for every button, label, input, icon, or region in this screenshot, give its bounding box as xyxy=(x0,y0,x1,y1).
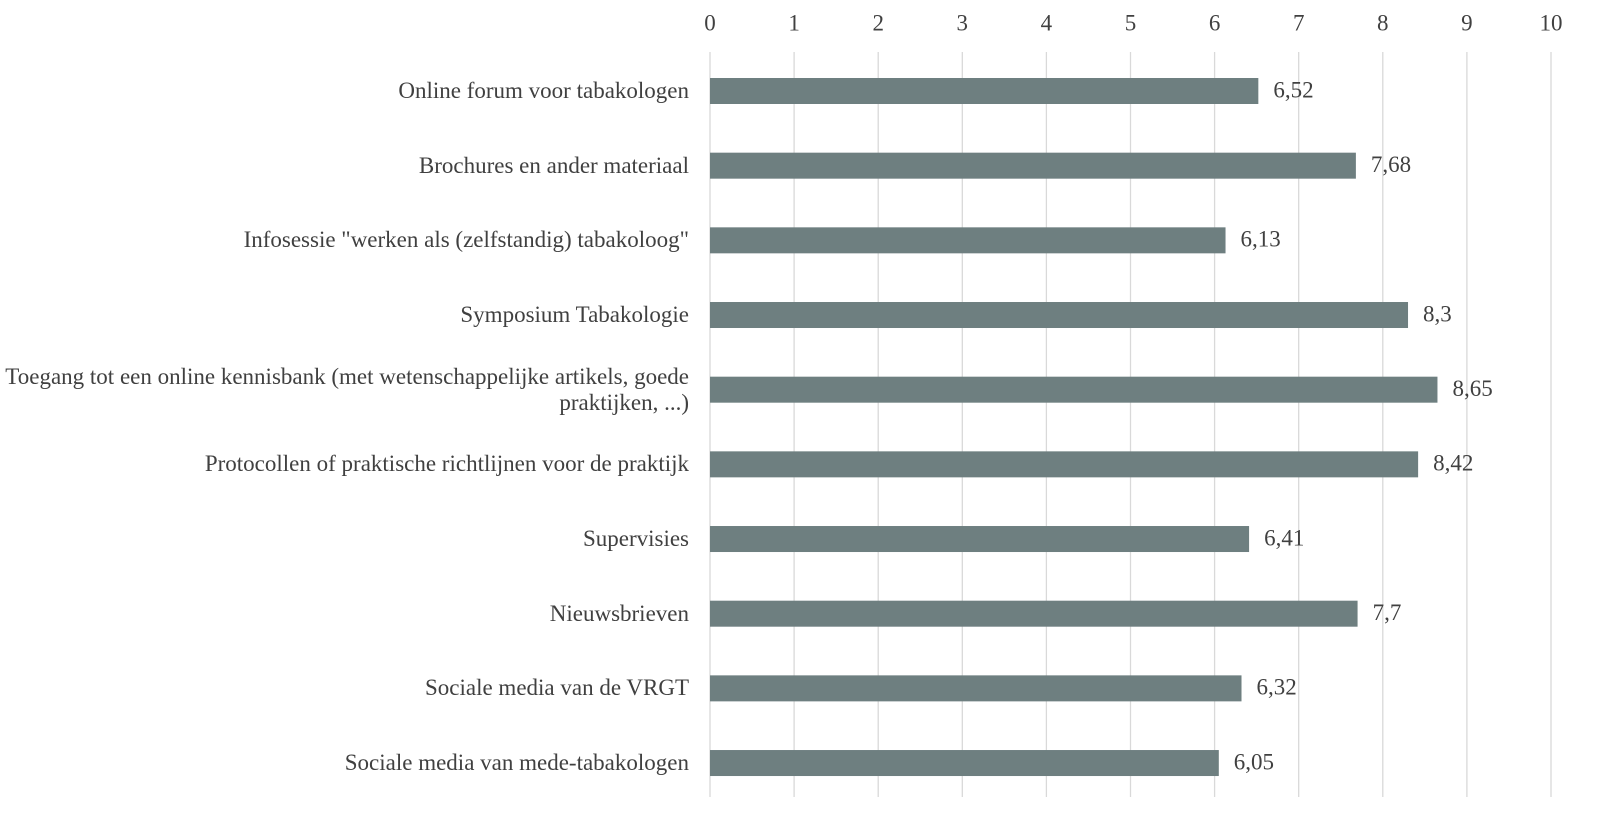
category-label: Nieuwsbrieven xyxy=(549,600,689,626)
bar xyxy=(710,600,1358,627)
data-label: 6,32 xyxy=(1257,675,1297,700)
category-label: Toegang tot een online kennisbank (met w… xyxy=(5,363,689,415)
category-label: Protocollen of praktische richtlijnen vo… xyxy=(204,451,689,477)
data-label: 7,7 xyxy=(1373,600,1402,625)
x-tick-label: 1 xyxy=(788,10,800,35)
data-label: 8,3 xyxy=(1423,301,1452,326)
category-label: Brochures en ander materiaal xyxy=(418,152,689,178)
bar xyxy=(710,376,1438,403)
x-tick-label: 4 xyxy=(1041,10,1053,35)
x-tick-label: 9 xyxy=(1461,10,1473,35)
x-tick-label: 2 xyxy=(872,10,884,35)
bar xyxy=(710,227,1226,254)
data-label: 6,05 xyxy=(1234,749,1274,774)
data-label: 7,68 xyxy=(1371,152,1411,177)
category-label: Sociale media van mede-tabakologen xyxy=(344,750,689,776)
category-label: Online forum voor tabakologen xyxy=(398,78,689,103)
x-tick-label: 10 xyxy=(1540,10,1563,35)
bar xyxy=(710,152,1356,179)
bar xyxy=(710,526,1250,553)
data-label: 6,41 xyxy=(1264,525,1304,550)
category-label: Supervisies xyxy=(582,526,689,552)
x-tick-label: 7 xyxy=(1293,10,1305,35)
category-label: Symposium Tabakologie xyxy=(460,302,689,327)
data-label: 6,52 xyxy=(1273,77,1313,102)
x-tick-label: 3 xyxy=(957,10,969,35)
data-label: 8,65 xyxy=(1452,376,1492,401)
data-label: 8,42 xyxy=(1433,451,1473,476)
bar xyxy=(710,302,1409,329)
x-tick-label: 5 xyxy=(1125,10,1137,35)
x-tick-label: 8 xyxy=(1377,10,1389,35)
x-tick-label: 6 xyxy=(1209,10,1221,35)
bar xyxy=(710,78,1259,104)
bar xyxy=(710,675,1242,702)
x-tick-label: 0 xyxy=(704,10,716,35)
bar xyxy=(710,451,1419,478)
data-label: 6,13 xyxy=(1241,227,1281,252)
category-label: Sociale media van de VRGT xyxy=(424,675,689,701)
bar xyxy=(710,750,1219,777)
category-label: Infosessie "werken als (zelfstandig) tab… xyxy=(243,227,689,253)
